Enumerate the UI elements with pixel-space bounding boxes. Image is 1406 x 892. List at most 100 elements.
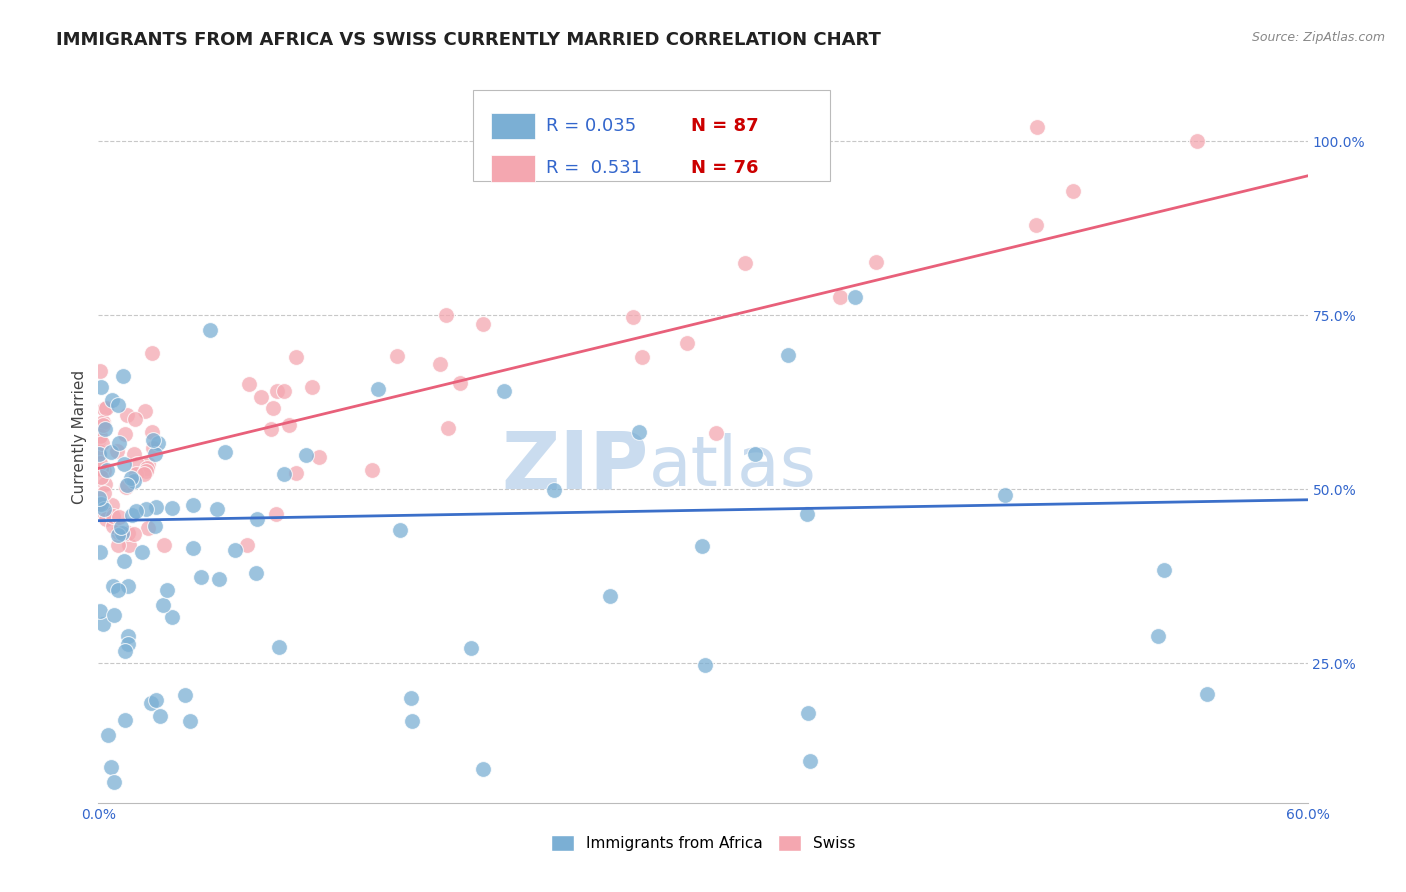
Point — [1146, 629, 1168, 643]
Point — [250, 390, 273, 404]
Point — [136, 460, 159, 475]
Point — [205, 502, 228, 516]
Point — [105, 444, 128, 458]
Point — [796, 508, 818, 522]
Point — [103, 608, 125, 623]
Point — [114, 480, 136, 494]
Point — [100, 498, 122, 512]
Point — [273, 384, 295, 399]
Point — [993, 488, 1015, 502]
Point — [844, 290, 866, 304]
Point — [122, 447, 145, 461]
Point — [94, 401, 117, 415]
Point — [361, 463, 384, 477]
Point — [91, 417, 114, 432]
Point — [117, 478, 139, 492]
Point — [87, 447, 110, 461]
Point — [208, 572, 231, 586]
Point — [1185, 134, 1208, 148]
Point — [1025, 120, 1047, 134]
Point — [112, 554, 135, 568]
Point — [152, 598, 174, 612]
Point — [87, 432, 110, 446]
Point — [107, 528, 129, 542]
Point — [401, 714, 423, 728]
Point — [149, 708, 172, 723]
Point — [100, 760, 122, 774]
Point — [143, 519, 166, 533]
Point — [111, 525, 134, 540]
Legend: Immigrants from Africa, Swiss: Immigrants from Africa, Swiss — [544, 830, 862, 857]
Point — [1062, 185, 1084, 199]
Point — [146, 436, 169, 450]
Point — [543, 483, 565, 497]
Point — [1197, 687, 1219, 701]
Text: IMMIGRANTS FROM AFRICA VS SWISS CURRENTLY MARRIED CORRELATION CHART: IMMIGRANTS FROM AFRICA VS SWISS CURRENTL… — [56, 31, 882, 49]
FancyBboxPatch shape — [492, 155, 534, 182]
Point — [266, 384, 288, 398]
Point — [108, 436, 131, 450]
Point — [101, 519, 124, 533]
Point — [107, 582, 129, 597]
Point — [246, 512, 269, 526]
Point — [87, 491, 110, 505]
Text: R =  0.531: R = 0.531 — [546, 160, 643, 178]
Point — [214, 445, 236, 459]
Point — [675, 336, 697, 351]
Point — [245, 566, 267, 580]
Point — [117, 525, 139, 540]
Point — [93, 506, 115, 520]
Point — [110, 519, 132, 533]
Text: N = 87: N = 87 — [690, 118, 758, 136]
Point — [112, 457, 135, 471]
Point — [385, 349, 408, 363]
Point — [142, 441, 165, 455]
Point — [94, 512, 117, 526]
Point — [284, 350, 307, 364]
Point — [145, 693, 167, 707]
Point — [262, 401, 284, 416]
Point — [122, 527, 145, 541]
Point — [267, 640, 290, 655]
Point — [124, 411, 146, 425]
Point — [93, 486, 115, 500]
Point — [181, 541, 204, 556]
Point — [437, 421, 460, 435]
Point — [89, 604, 111, 618]
Point — [138, 521, 160, 535]
Point — [690, 539, 713, 553]
Point — [160, 610, 183, 624]
Point — [181, 498, 204, 512]
Point — [90, 469, 112, 483]
Point — [96, 463, 118, 477]
Text: N = 76: N = 76 — [690, 160, 758, 178]
Point — [141, 346, 163, 360]
Point — [399, 690, 422, 705]
Point — [89, 429, 111, 443]
Text: atlas: atlas — [648, 433, 817, 500]
Point — [631, 350, 654, 364]
Point — [89, 544, 111, 558]
Point — [828, 290, 851, 304]
Point — [90, 380, 112, 394]
Point — [704, 425, 727, 440]
Point — [134, 404, 156, 418]
Point — [89, 364, 111, 378]
Point — [277, 417, 299, 432]
Point — [91, 415, 114, 429]
Point — [160, 501, 183, 516]
Point — [114, 644, 136, 658]
Point — [94, 477, 117, 491]
Point — [122, 474, 145, 488]
Point — [449, 376, 471, 391]
Point — [93, 501, 115, 516]
Point — [107, 525, 129, 540]
FancyBboxPatch shape — [492, 113, 534, 139]
Point — [308, 450, 330, 465]
Point — [111, 369, 134, 384]
Point — [93, 401, 115, 416]
Point — [135, 502, 157, 516]
Point — [87, 497, 110, 511]
Point — [117, 538, 139, 552]
Point — [472, 763, 495, 777]
